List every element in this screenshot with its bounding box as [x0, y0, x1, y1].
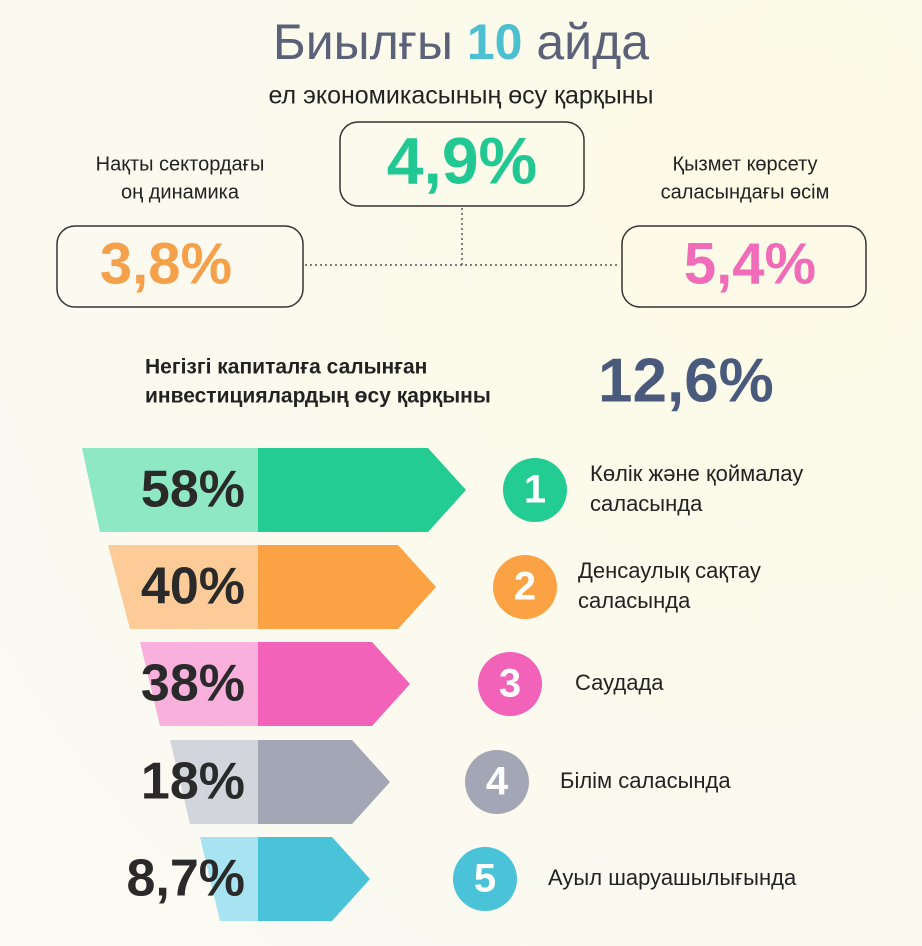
- sector-label: Ауыл шаруашылығында: [548, 865, 797, 890]
- sector-value: 40%: [141, 558, 245, 616]
- rank-badge: [453, 847, 517, 911]
- right-box: [621, 225, 867, 308]
- sector-label: саласында: [590, 491, 703, 516]
- left-label: оң динамика: [121, 181, 240, 203]
- center-value: 4,9%: [387, 123, 537, 197]
- rank-number: 1: [524, 468, 546, 512]
- rank-number: 5: [474, 857, 496, 901]
- sector-value: 8,7%: [126, 850, 245, 908]
- right-label: саласындағы өсім: [661, 181, 830, 203]
- rank-number: 2: [514, 565, 536, 609]
- center-box: [339, 121, 585, 207]
- rank-number: 4: [486, 760, 509, 804]
- sector-label: саласында: [578, 588, 691, 613]
- rank-number: 3: [499, 662, 521, 706]
- sector-value: 38%: [141, 655, 245, 713]
- sectors: 58% 1 Көлік және қоймалау саласында 40% 2 Денс…: [82, 448, 803, 921]
- title-part: айда: [536, 14, 649, 70]
- investment-label: инвестициялардың өсу қарқыны: [145, 385, 491, 408]
- title-part: Биылғы: [273, 14, 453, 70]
- sector-label: Білім саласында: [560, 768, 731, 793]
- arrow-head: [258, 642, 410, 726]
- left-label: Нақты сектордағы: [96, 153, 265, 175]
- left-value: 3,8%: [100, 231, 232, 296]
- left-box: [56, 225, 304, 308]
- investment-value: 12,6%: [598, 346, 774, 415]
- subtitle: ел экономикасының өсу қарқыны: [268, 82, 653, 110]
- arrow-tail: [200, 837, 258, 921]
- arrow-head: [258, 837, 370, 921]
- sector-label: Денсаулық сақтау: [578, 558, 761, 583]
- arrow-head: [258, 448, 466, 532]
- arrow-tail: [170, 740, 258, 824]
- rank-badge: [465, 750, 529, 814]
- arrow-tail: [140, 642, 258, 726]
- arrow-tail: [108, 545, 258, 629]
- arrow-head: [258, 740, 390, 824]
- rank-badge: [493, 555, 557, 619]
- rank-badge: [478, 652, 542, 716]
- sector-value: 58%: [141, 461, 245, 519]
- right-value: 5,4%: [684, 231, 816, 296]
- sector-label: Көлік және қоймалау: [590, 461, 803, 486]
- arrow-tail: [82, 448, 258, 532]
- right-label: Қызмет көрсету: [673, 153, 818, 175]
- rank-badge: [503, 458, 567, 522]
- arrow-head: [258, 545, 436, 629]
- sector-label: Саудада: [575, 670, 664, 695]
- investment-label: Негізгі капиталға салынған: [145, 356, 427, 379]
- sector-value: 18%: [141, 753, 245, 811]
- title-number: 10: [467, 14, 523, 70]
- title: Биылғы 10 айда: [273, 14, 649, 70]
